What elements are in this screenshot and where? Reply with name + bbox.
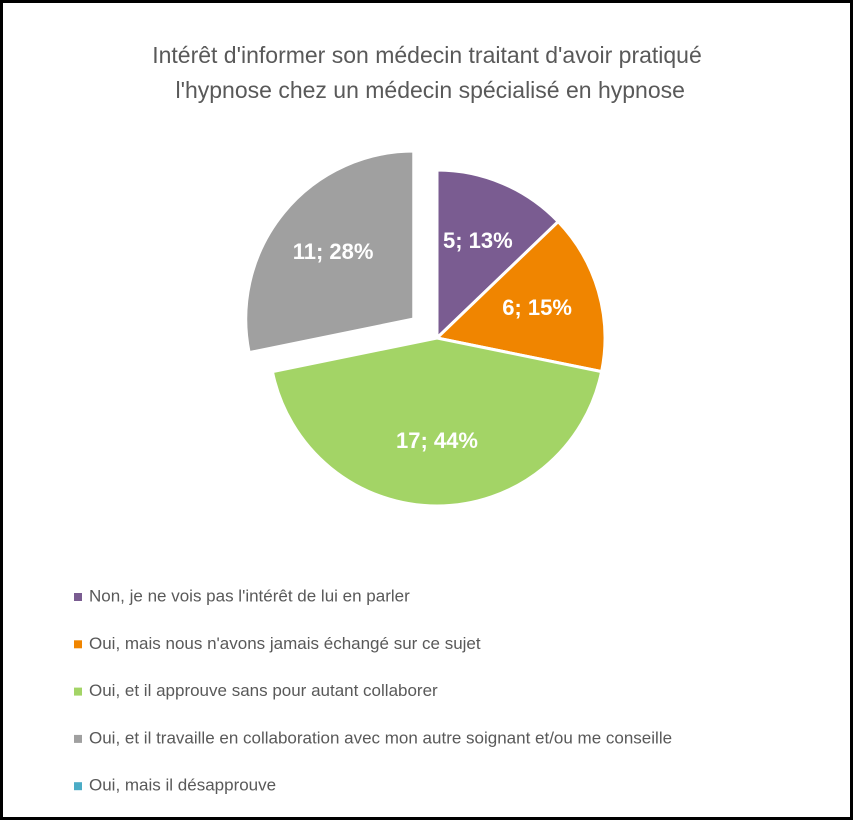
chart-title: Intérêt d'informer son médecin traitant … [152, 42, 702, 103]
legend-marker [74, 593, 82, 601]
legend-marker [74, 640, 82, 649]
pie-slice [244, 149, 416, 355]
legend-label: Oui, mais il désapprouve [89, 776, 276, 795]
legend-label: Oui, et il approuve sans pour autant col… [89, 681, 438, 700]
pie-slice [433, 219, 607, 374]
data-label: 6; 15% [502, 295, 572, 320]
pie-slice [270, 336, 604, 508]
pie-slice [435, 168, 561, 342]
legend-marker [74, 734, 82, 743]
legend-label: Non, je ne vois pas l'intérêt de lui en … [89, 586, 410, 605]
legend-marker [74, 687, 82, 696]
data-label: 17; 44% [396, 428, 478, 453]
legend-label: Oui, et il travaille en collaboration av… [89, 728, 672, 747]
legend-label: Oui, mais nous n'avons jamais échangé su… [89, 634, 481, 653]
data-label: 5; 13% [443, 228, 513, 253]
legend-marker [74, 782, 82, 791]
data-label: 11; 28% [293, 239, 374, 264]
